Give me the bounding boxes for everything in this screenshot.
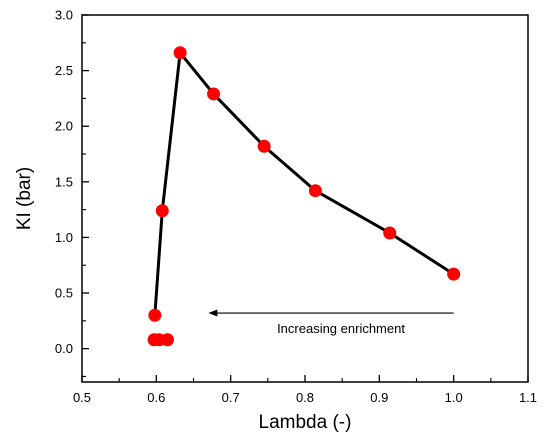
x-tick-label: 0.5 [73,390,91,405]
y-tick-label: 2.0 [55,119,73,134]
x-axis-title: Lambda (-) [259,412,352,433]
enrichment-arrowhead [208,309,218,317]
series-line-group [153,51,455,316]
x-tick-label: 0.7 [222,390,240,405]
y-tick-label: 2.5 [55,63,73,78]
x-tick-label: 0.9 [370,390,388,405]
data-point [147,333,161,347]
series-line [153,51,455,316]
data-point [447,267,461,281]
y-axis-title: KI (bar) [14,167,35,230]
y-tick-label: 3.0 [55,8,73,23]
data-point [173,46,187,60]
annotation-layer: Increasing enrichment [208,309,454,336]
enrichment-annotation: Increasing enrichment [277,321,405,336]
data-point [308,184,322,198]
data-point [383,226,397,240]
x-tick-label: 1.0 [445,390,463,405]
data-point [207,87,221,101]
y-tick-label: 0.0 [55,341,73,356]
y-tick-label: 1.5 [55,174,73,189]
data-point [148,308,162,322]
data-point [257,139,271,153]
y-axis-ticks: 0.0 0.5 1.0 1.5 2.0 2.5 3.0 [55,8,89,377]
data-point [155,204,169,218]
markers-group [147,46,461,347]
plot-layer: Increasing enrichment [147,46,461,347]
x-tick-label: 1.1 [519,390,537,405]
y-tick-label: 1.0 [55,230,73,245]
y-tick-label: 0.5 [55,286,73,301]
x-axis-ticks: 0.5 0.6 0.7 0.8 0.9 1.0 1.1 [73,375,537,405]
x-tick-label: 0.6 [147,390,165,405]
x-tick-label: 0.8 [296,390,314,405]
